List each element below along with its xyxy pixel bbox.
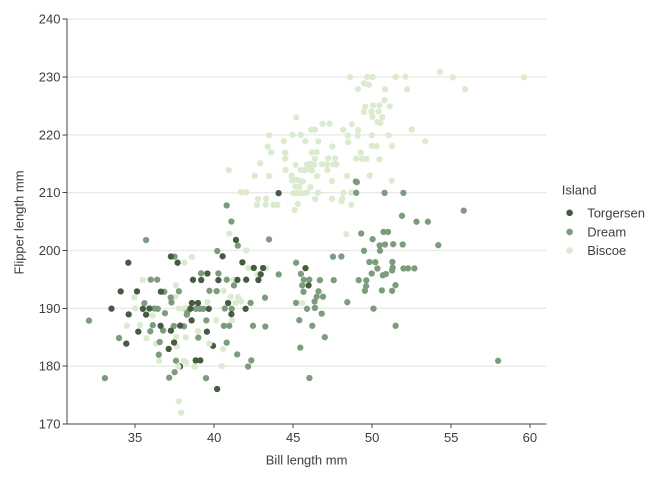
svg-text:Bill length mm: Bill length mm (266, 453, 348, 468)
svg-text:180: 180 (39, 359, 61, 374)
svg-text:Flipper length mm: Flipper length mm (12, 170, 27, 274)
svg-text:170: 170 (39, 417, 61, 432)
svg-text:Dream: Dream (587, 225, 626, 240)
svg-text:190: 190 (39, 301, 61, 316)
svg-text:50: 50 (365, 430, 379, 445)
svg-text:40: 40 (207, 430, 221, 445)
svg-text:Island: Island (562, 183, 597, 198)
svg-text:240: 240 (39, 12, 61, 27)
svg-text:45: 45 (286, 430, 300, 445)
svg-text:200: 200 (39, 243, 61, 258)
svg-text:Torgersen: Torgersen (587, 205, 645, 220)
svg-text:Biscoe: Biscoe (587, 243, 626, 258)
svg-text:230: 230 (39, 70, 61, 85)
svg-text:55: 55 (444, 430, 458, 445)
svg-text:210: 210 (39, 185, 61, 200)
svg-text:35: 35 (128, 430, 142, 445)
svg-text:220: 220 (39, 127, 61, 142)
svg-text:60: 60 (523, 430, 537, 445)
